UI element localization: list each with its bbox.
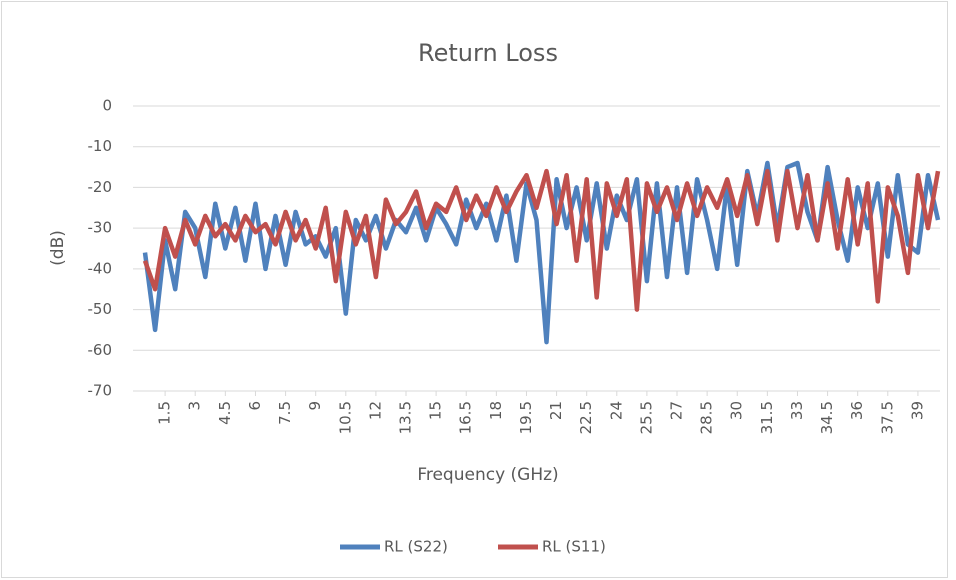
- y-tick-label: -50: [88, 300, 113, 318]
- y-axis-label: (dB): [48, 230, 68, 266]
- series-line: [142, 160, 941, 345]
- chart-title: Return Loss: [418, 39, 558, 67]
- y-tick-label: 0: [102, 97, 112, 115]
- y-tick-label: -10: [88, 137, 113, 155]
- y-tick-label: -60: [88, 341, 113, 359]
- x-tick-label: 18: [487, 401, 505, 420]
- x-tick-label: 1.5: [156, 401, 174, 425]
- x-tick-label: 10.5: [336, 401, 354, 434]
- x-tick-label: 39: [908, 401, 926, 420]
- legend-label: RL (S11): [542, 538, 606, 556]
- x-tick-label: 4.5: [216, 401, 234, 425]
- x-tick-label: 22.5: [577, 401, 595, 434]
- x-tick-label: 34.5: [818, 401, 836, 434]
- y-tick-label: -40: [88, 259, 113, 277]
- x-tick-label: 3: [186, 401, 204, 411]
- y-tick-label: -30: [88, 219, 113, 237]
- x-tick-label: 21: [547, 401, 565, 420]
- x-axis-label: Frequency (GHz): [417, 465, 558, 485]
- x-tick-label: 9: [306, 401, 324, 411]
- x-tick-label: 13.5: [397, 401, 415, 434]
- x-tick-label: 6: [246, 401, 264, 411]
- y-tick-label: -20: [88, 178, 113, 196]
- x-tick-label: 33: [788, 401, 806, 420]
- x-tick-label: 16.5: [457, 401, 475, 434]
- legend-label: RL (S22): [384, 538, 448, 556]
- y-tick-label: -70: [88, 382, 113, 400]
- x-tick-label: 37.5: [878, 401, 896, 434]
- x-tick-label: 24: [607, 401, 625, 420]
- series-line: [142, 168, 941, 312]
- x-tick-label: 19.5: [517, 401, 535, 434]
- x-tick-label: 31.5: [758, 401, 776, 434]
- x-tick-label: 28.5: [698, 401, 716, 434]
- x-tick-label: 27: [668, 401, 686, 420]
- x-tick-label: 36: [848, 401, 866, 420]
- x-tick-label: 12: [366, 401, 384, 420]
- x-tick-label: 15: [427, 401, 445, 420]
- x-tick-label: 25.5: [637, 401, 655, 434]
- x-tick-label: 30: [728, 401, 746, 420]
- x-tick-label: 7.5: [276, 401, 294, 425]
